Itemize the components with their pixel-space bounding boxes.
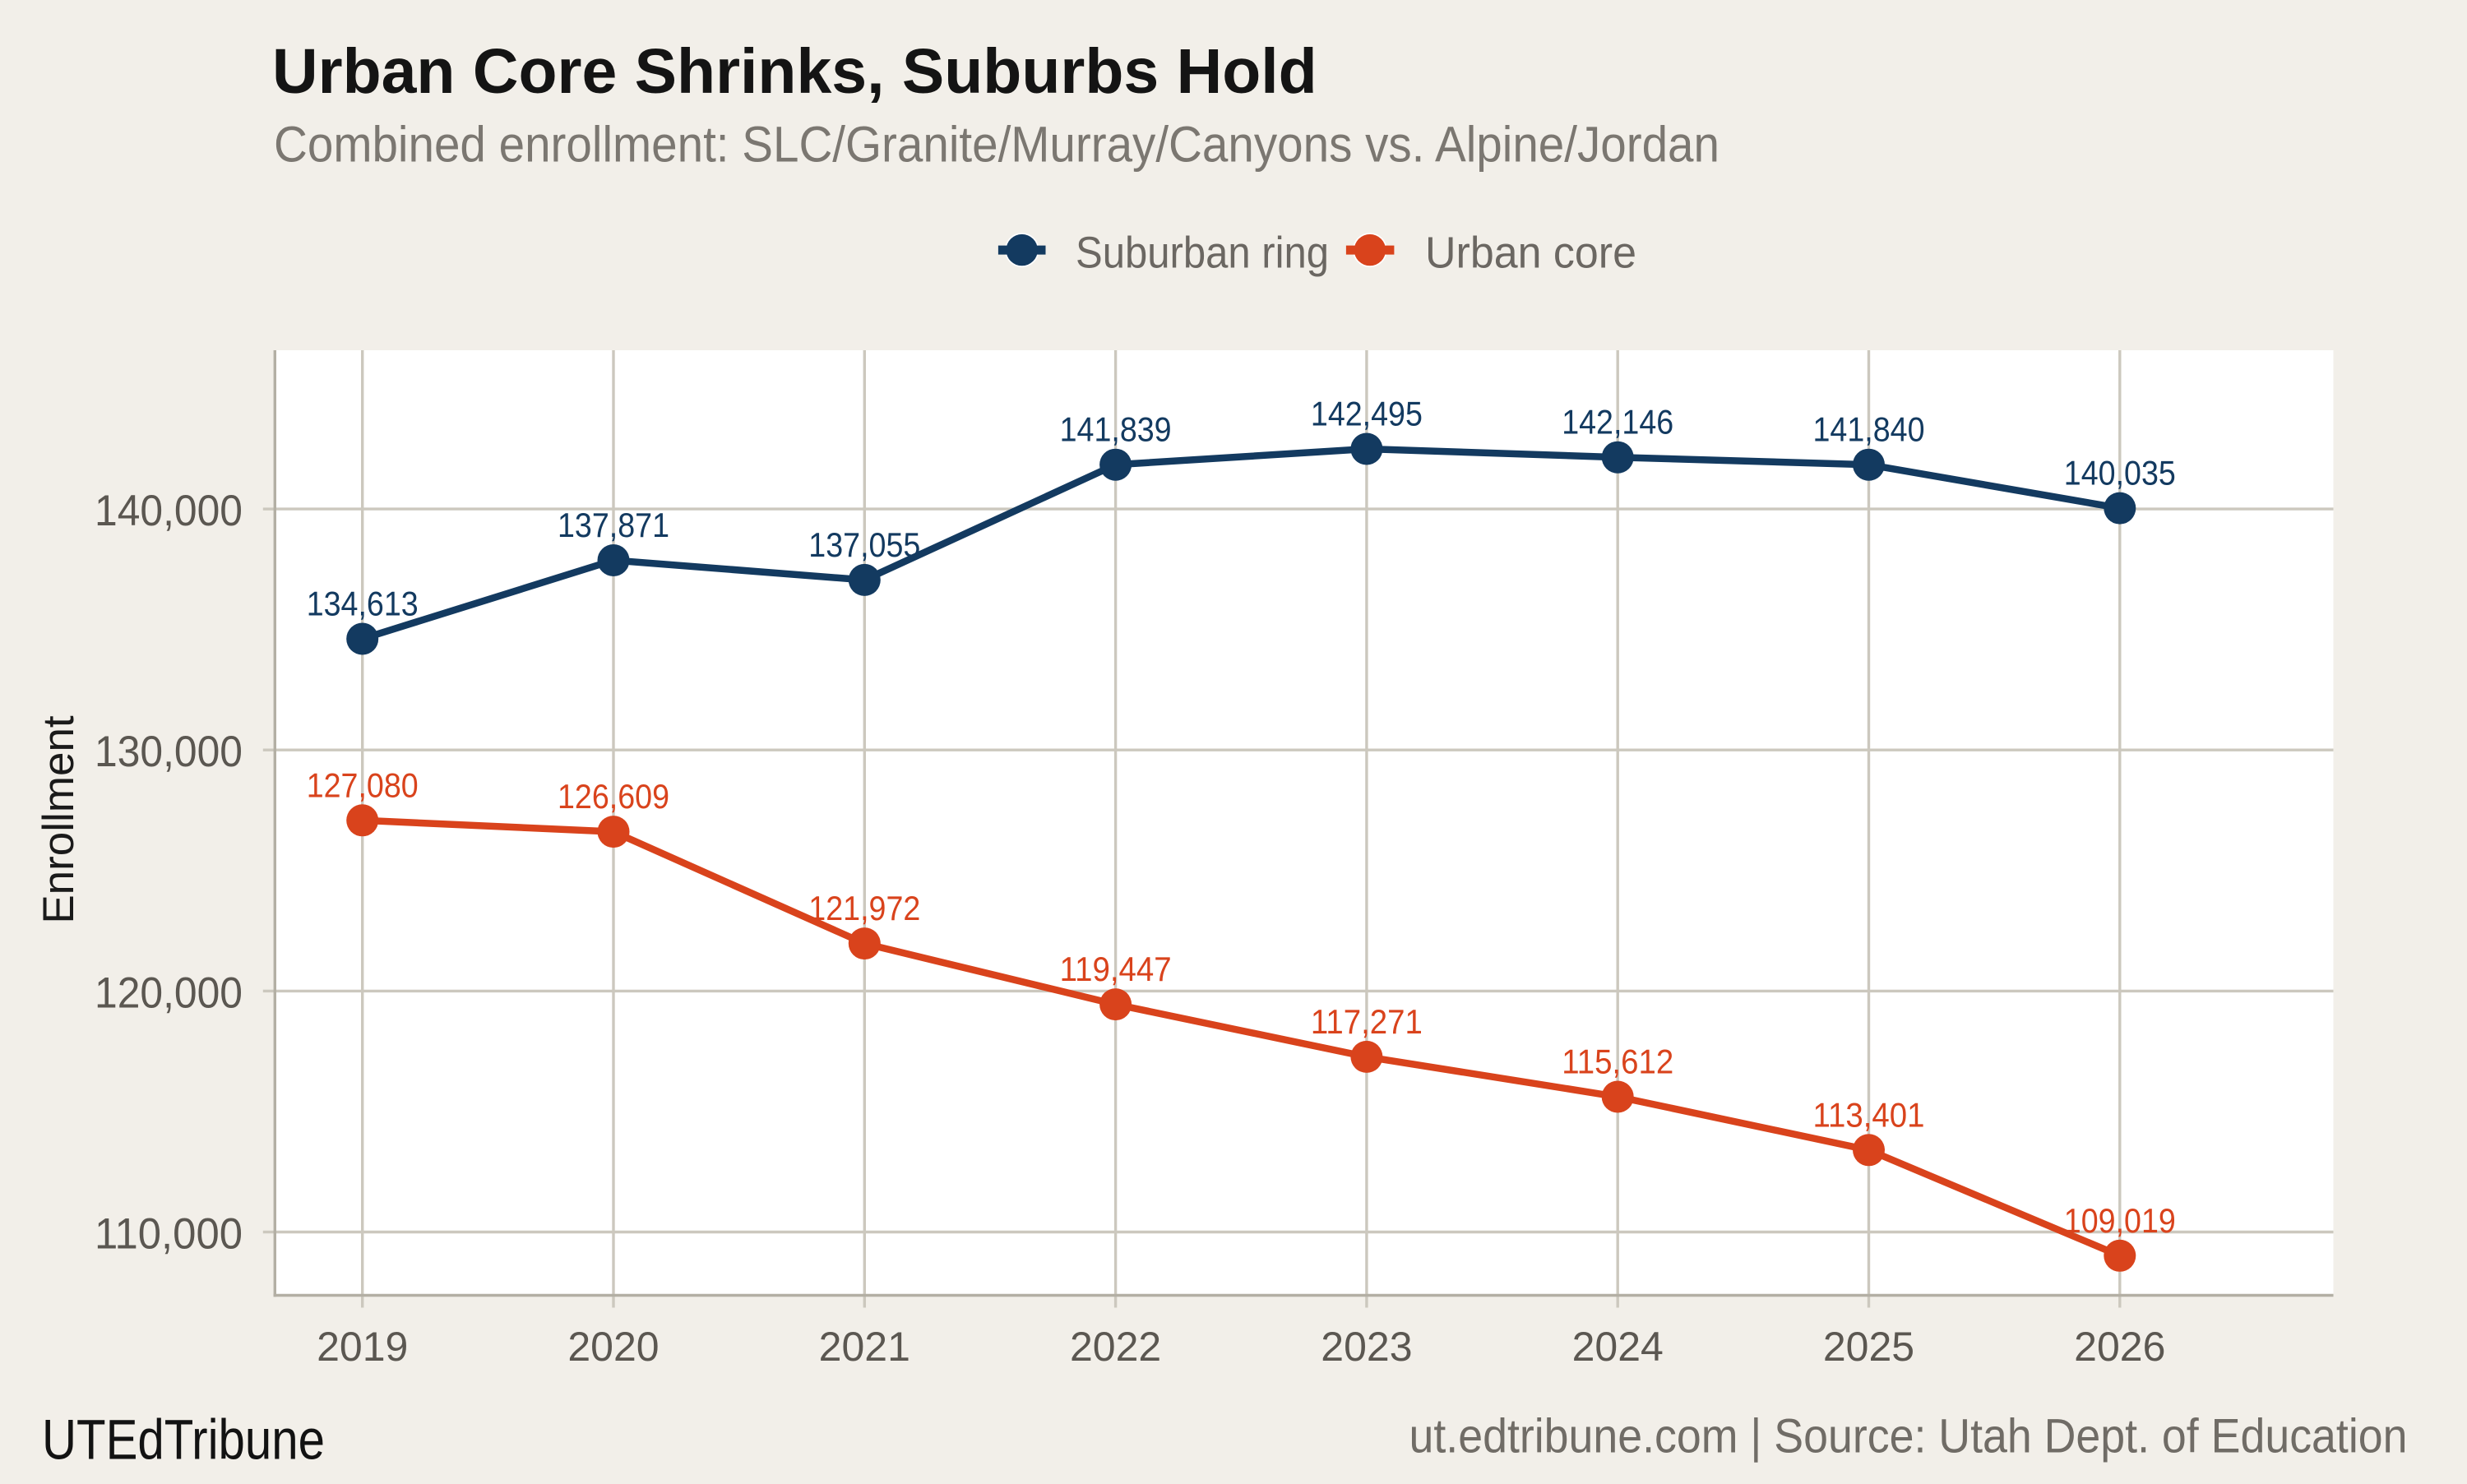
svg-text:142,146: 142,146 [1562,403,1673,442]
svg-text:109,019: 109,019 [2064,1201,2176,1240]
svg-text:141,840: 141,840 [1813,410,1925,449]
svg-text:127,080: 127,080 [307,765,419,804]
svg-text:110,000: 110,000 [95,1210,243,1259]
svg-text:140,000: 140,000 [95,487,243,535]
svg-text:142,495: 142,495 [1311,395,1423,433]
svg-text:2023: 2023 [1321,1324,1412,1370]
svg-text:115,612: 115,612 [1562,1042,1673,1081]
svg-text:2019: 2019 [317,1324,408,1370]
svg-text:Enrollment: Enrollment [35,715,83,924]
svg-text:130,000: 130,000 [95,728,243,776]
svg-text:134,613: 134,613 [307,585,419,623]
svg-text:140,035: 140,035 [2064,454,2176,492]
svg-text:Urban Core Shrinks, Suburbs Ho: Urban Core Shrinks, Suburbs Hold [272,36,1317,107]
svg-text:120,000: 120,000 [95,969,243,1017]
svg-text:UTEdTribune: UTEdTribune [42,1408,325,1472]
svg-text:ut.edtribune.com | Source: Uta: ut.edtribune.com | Source: Utah Dept. of… [1409,1409,2408,1463]
svg-text:137,055: 137,055 [808,525,920,564]
svg-text:2025: 2025 [1823,1324,1914,1370]
svg-text:2022: 2022 [1070,1324,1161,1370]
svg-text:2026: 2026 [2074,1324,2165,1370]
svg-text:2021: 2021 [819,1324,910,1370]
svg-text:113,401: 113,401 [1813,1095,1925,1134]
svg-text:117,271: 117,271 [1311,1002,1423,1041]
svg-text:Urban core: Urban core [1425,229,1636,278]
svg-text:2024: 2024 [1572,1324,1664,1370]
svg-text:Combined enrollment: SLC/Grani: Combined enrollment: SLC/Granite/Murray/… [274,116,1719,172]
svg-text:121,972: 121,972 [808,889,920,927]
svg-text:119,447: 119,447 [1060,950,1172,988]
svg-text:2020: 2020 [567,1324,659,1370]
svg-text:141,839: 141,839 [1060,410,1172,449]
svg-text:137,871: 137,871 [558,506,669,544]
svg-text:126,609: 126,609 [558,777,669,816]
svg-text:Suburban ring: Suburban ring [1076,229,1329,278]
